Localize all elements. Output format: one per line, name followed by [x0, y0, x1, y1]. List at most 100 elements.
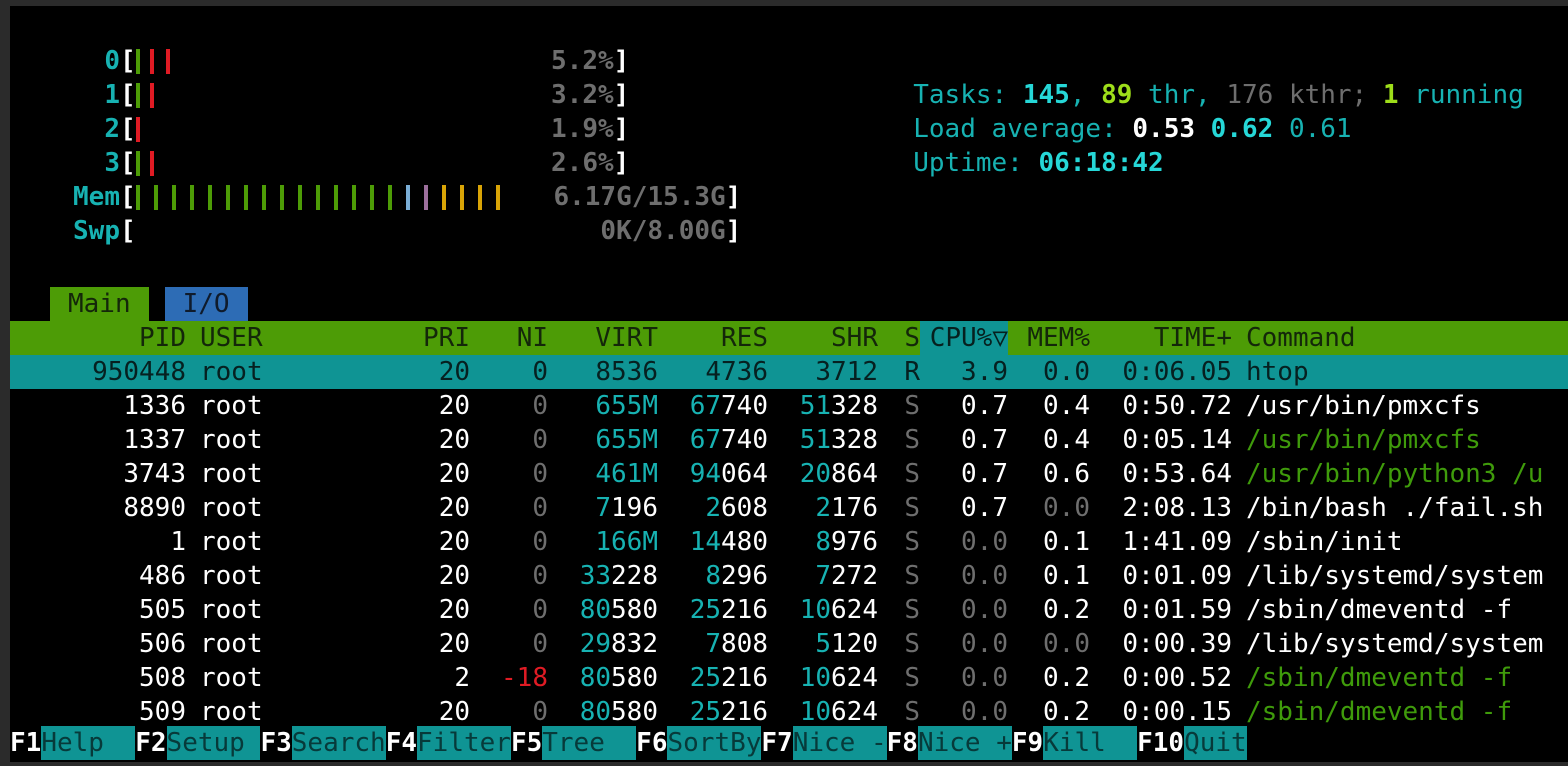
fkey-f10-key[interactable]: F10 [1137, 726, 1185, 760]
cell-command: /sbin/dmeventd -f [1246, 595, 1513, 625]
fkey-f8-key[interactable]: F8 [886, 726, 918, 760]
cell-mem-percent: 0.0 [1043, 493, 1090, 523]
cell-state: S [904, 391, 920, 421]
cell-shr: 5120 [815, 629, 878, 659]
bracket-open-icon: [ [120, 80, 136, 110]
function-key-bar[interactable]: F1 Help F2 Setup F3 Search F4 Filter F5 Tree F6… [10, 724, 1568, 762]
table-row[interactable]: 8890 root 20 0 7196 2608 2176 S 0.7 0.0 2:08.13/bi… [10, 491, 1568, 525]
column-header-shr[interactable]: SHR [831, 323, 878, 353]
fkey-f5-label[interactable]: Tree [542, 726, 637, 760]
cell-command: /sbin/dmeventd -f [1246, 697, 1513, 727]
table-row[interactable]: 1336 root 20 0 655M 67740 51328 S 0.7 0.4 0:50.72 /… [10, 389, 1568, 423]
cell-virt: 80580 [579, 663, 658, 693]
column-header-pid[interactable]: PID [139, 323, 186, 353]
tasks-thr-label: thr, [1132, 80, 1227, 110]
process-table[interactable]: PID USER PRI NI VIRT RES SHR S CPU%▽ MEM% TIME+ Com… [10, 321, 1568, 729]
cell-mem-percent: 0.0 [1043, 629, 1090, 659]
cell-state: S [904, 425, 920, 455]
fkey-f6-label[interactable]: SortBy [667, 726, 762, 760]
table-row[interactable]: 506 root 20 0 29832 7808 5120 S 0.0 0.0 0:00.39/li… [10, 627, 1568, 661]
cell-ni: 0 [532, 391, 548, 421]
fkey-f7-label[interactable]: Nice - [792, 726, 887, 760]
screen-tabs[interactable]: Main I/O [50, 287, 248, 321]
fkey-f4-label[interactable]: Filter [417, 726, 511, 760]
cell-time: 1:41.09 [1122, 527, 1232, 557]
fkey-f8-label[interactable]: Nice + [917, 726, 1012, 760]
fkey-f2-key[interactable]: F2 [135, 726, 167, 760]
column-header-pri[interactable]: PRI [423, 323, 470, 353]
table-row[interactable]: 508 root 2 -18 80580 25216 10624 S 0.0 0.2 0:00.52… [10, 661, 1568, 695]
column-header-state[interactable]: S [904, 323, 920, 353]
cell-cpu-percent: 0.7 [961, 391, 1008, 421]
cell-pri: 2 [454, 663, 470, 693]
load-5min: 0.62 [1210, 114, 1274, 144]
cell-state: S [904, 697, 920, 727]
fkey-f1-key[interactable]: F1 [10, 726, 42, 760]
table-row[interactable]: 1337 root 20 0 655M 67740 51328 S 0.7 0.4 0:05.14 /… [10, 423, 1568, 457]
cell-pri: 20 [438, 527, 470, 557]
cpu-meter-2[interactable]: 2[1.9%] [10, 112, 1568, 146]
swap-meter[interactable]: Swp[0K/8.00G] [10, 214, 1568, 248]
cell-virt: 8536 [595, 357, 658, 387]
swap-meter-value: 0K/8.00G [600, 216, 726, 246]
fkey-f9-label[interactable]: Kill [1043, 726, 1138, 760]
fkey-f3-label[interactable]: Search [291, 726, 386, 760]
cell-shr: 10624 [799, 595, 878, 625]
cpu-meter-3[interactable]: 3[2.6%] [10, 146, 1568, 180]
fkey-f9-key[interactable]: F9 [1011, 726, 1044, 760]
meter-tick [495, 185, 500, 210]
meter-tick [165, 49, 170, 74]
column-header-cpu-sorted[interactable]: CPU%▽ [920, 321, 1008, 355]
cpu-meter-0[interactable]: 0[5.2%] [10, 44, 1568, 78]
cell-virt: 80580 [579, 697, 658, 727]
column-header-time[interactable]: TIME+ [1153, 323, 1232, 353]
meter-tick [135, 151, 140, 176]
load-15min: 0.61 [1288, 114, 1352, 144]
table-row[interactable]: 505 root 20 0 80580 25216 10624 S 0.0 0.2 0:01.59 /… [10, 593, 1568, 627]
cell-cpu-percent: 0.7 [961, 459, 1008, 489]
table-header-row[interactable]: PID USER PRI NI VIRT RES SHR S CPU%▽ MEM% TIME+ Com… [10, 321, 1568, 355]
fkey-f7-key[interactable]: F7 [761, 726, 793, 760]
tasks-sep: , [1069, 80, 1102, 110]
fkey-f10-label[interactable]: Quit [1184, 726, 1247, 760]
cell-ni: 0 [532, 459, 548, 489]
cell-state: R [904, 357, 920, 387]
table-row[interactable]: 3743 root 20 0 461M 94064 20864 S 0.7 0.6 0:53.64 /… [10, 457, 1568, 491]
tab-main[interactable]: Main [50, 287, 149, 321]
table-row[interactable]: 1 root 20 0 166M 14480 8976 S 0.0 0.1 1:41.09/sbin… [10, 525, 1568, 559]
fkey-f5-key[interactable]: F5 [510, 726, 543, 760]
cpu-meter-1[interactable]: 1[3.2%] [10, 78, 1568, 112]
cell-user: root [200, 425, 263, 455]
column-header-ni[interactable]: NI [516, 323, 548, 353]
column-header-command[interactable]: Command [1246, 323, 1356, 353]
column-header-virt[interactable]: VIRT [595, 323, 658, 353]
bracket-open-icon: [ [120, 114, 136, 144]
fkey-f3-key[interactable]: F3 [260, 726, 292, 760]
cell-time: 0:00.39 [1122, 629, 1232, 659]
column-header-mem[interactable]: MEM% [1027, 323, 1090, 353]
meter-tick [477, 185, 482, 210]
cell-user: root [200, 561, 263, 591]
cell-mem-percent: 0.2 [1043, 595, 1090, 625]
table-row-selected[interactable]: 950448 root 20 0 8536 4736 3712 R 3.9 0.0 0:06.05 h… [10, 355, 1568, 389]
column-header-user[interactable]: USER [200, 323, 263, 353]
cell-ni: 0 [532, 629, 548, 659]
tab-io-label: I/O [182, 289, 230, 319]
cpu-meter-3-value: 2.6% [551, 148, 614, 178]
fkey-f4-key[interactable]: F4 [385, 726, 418, 760]
cell-pid: 1336 [123, 391, 186, 421]
cell-res: 67740 [689, 425, 768, 455]
fkey-f2-label[interactable]: Setup [166, 726, 261, 760]
table-row[interactable]: 486 root 20 0 33228 8296 7272 S 0.0 0.1 0:01.09/li… [10, 559, 1568, 593]
fkey-f1-label[interactable]: Help [41, 726, 136, 760]
cpu-meter-1-label: 1 [104, 80, 120, 110]
cell-pid: 3743 [123, 459, 186, 489]
fkey-f6-key[interactable]: F6 [636, 726, 668, 760]
column-header-res[interactable]: RES [721, 323, 768, 353]
table-row[interactable]: 509 root 20 0 80580 25216 10624 S 0.0 0.2 0:00.15 /… [10, 695, 1568, 729]
tab-io[interactable]: I/O [164, 287, 248, 321]
meter-tick [149, 49, 154, 74]
cell-user: root [200, 357, 263, 387]
memory-meter[interactable]: Mem[6.17G/15.3G] [10, 180, 1568, 214]
cell-state: S [904, 459, 920, 489]
